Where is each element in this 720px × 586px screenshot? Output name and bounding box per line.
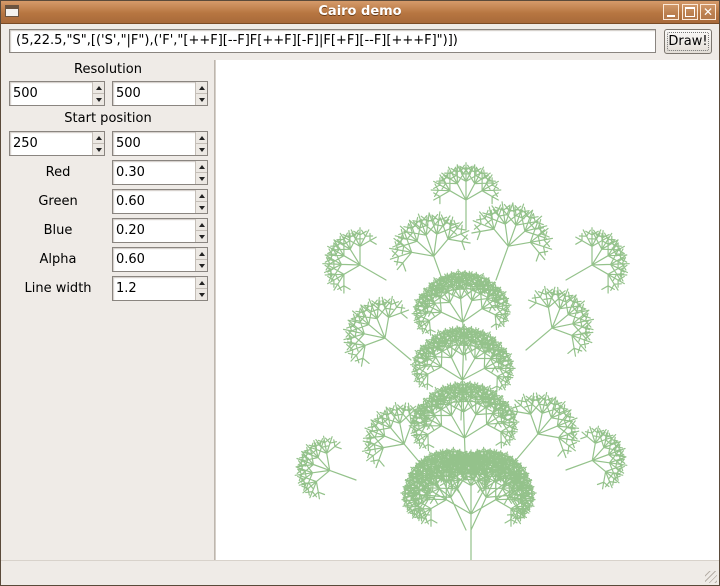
- resolution-width-spinbox[interactable]: 500: [9, 81, 105, 106]
- spin-down-button[interactable]: [196, 144, 207, 155]
- draw-button[interactable]: Draw!: [664, 29, 712, 54]
- arrow-down-icon: [198, 205, 205, 210]
- spin-up-button[interactable]: [93, 132, 104, 144]
- arrow-down-icon: [95, 147, 102, 152]
- arrow-up-icon: [198, 251, 205, 256]
- spin-buttons: [195, 277, 207, 300]
- spin-down-button[interactable]: [196, 289, 207, 300]
- maximize-icon: [685, 7, 695, 17]
- spin-up-button[interactable]: [196, 219, 207, 231]
- arrow-up-icon: [95, 135, 102, 140]
- arrow-up-icon: [95, 85, 102, 90]
- close-icon: ✕: [702, 5, 714, 19]
- spin-down-button[interactable]: [196, 260, 207, 271]
- spin-up-button[interactable]: [196, 82, 207, 94]
- spin-down-button[interactable]: [93, 94, 104, 105]
- alpha-spinbox[interactable]: 0.60: [112, 247, 208, 272]
- line-width-spinbox[interactable]: 1.2: [112, 276, 208, 301]
- blue-value: 0.20: [116, 223, 145, 238]
- splitter-handle[interactable]: [214, 60, 216, 560]
- spin-down-button[interactable]: [93, 144, 104, 155]
- start-position-label: Start position: [64, 111, 152, 126]
- arrow-up-icon: [198, 280, 205, 285]
- spin-buttons: [195, 161, 207, 184]
- start-y-value: 500: [116, 136, 141, 151]
- resolution-height-value: 500: [116, 86, 141, 101]
- drawing-canvas: [216, 60, 719, 560]
- arrow-down-icon: [198, 97, 205, 102]
- start-x-value: 250: [13, 136, 38, 151]
- minimize-icon: [667, 14, 675, 17]
- spin-buttons: [195, 190, 207, 213]
- alpha-value: 0.60: [116, 252, 145, 267]
- spin-buttons: [195, 82, 207, 105]
- resolution-height-spinbox[interactable]: 500: [112, 81, 208, 106]
- blue-spinbox[interactable]: 0.20: [112, 218, 208, 243]
- spin-up-button[interactable]: [93, 82, 104, 94]
- arrow-down-icon: [198, 263, 205, 268]
- arrow-down-icon: [198, 234, 205, 239]
- title-bar[interactable]: Cairo demo ✕: [1, 1, 719, 24]
- arrow-up-icon: [198, 85, 205, 90]
- spin-down-button[interactable]: [196, 202, 207, 213]
- lsystem-plant-drawing: [294, 162, 630, 560]
- start-y-spinbox[interactable]: 500: [112, 131, 208, 156]
- green-spinbox[interactable]: 0.60: [112, 189, 208, 214]
- spin-down-button[interactable]: [196, 173, 207, 184]
- window-menu-icon[interactable]: [5, 5, 19, 17]
- maximize-button[interactable]: [682, 4, 698, 20]
- blue-label: Blue: [43, 223, 73, 238]
- resize-grip-icon[interactable]: [705, 571, 717, 583]
- spin-down-button[interactable]: [196, 94, 207, 105]
- red-label: Red: [45, 165, 71, 180]
- line-width-value: 1.2: [116, 281, 137, 296]
- spin-up-button[interactable]: [196, 132, 207, 144]
- arrow-down-icon: [198, 292, 205, 297]
- line-width-label: Line width: [24, 281, 92, 296]
- start-x-spinbox[interactable]: 250: [9, 131, 105, 156]
- green-value: 0.60: [116, 194, 145, 209]
- spin-up-button[interactable]: [196, 161, 207, 173]
- red-spinbox[interactable]: 0.30: [112, 160, 208, 185]
- arrow-up-icon: [198, 222, 205, 227]
- spin-up-button[interactable]: [196, 277, 207, 289]
- minimize-button[interactable]: [663, 4, 679, 20]
- red-value: 0.30: [116, 165, 145, 180]
- spin-buttons: [195, 248, 207, 271]
- resolution-width-value: 500: [13, 86, 38, 101]
- plant-branches: [294, 162, 630, 560]
- close-button[interactable]: ✕: [700, 4, 716, 20]
- spin-down-button[interactable]: [196, 231, 207, 242]
- lsystem-command-input[interactable]: (5,22.5,"S",[('S',"|F"),('F',"[++F][--F]…: [9, 29, 656, 53]
- arrow-down-icon: [95, 97, 102, 102]
- settings-panel: Resolution 500 500 Start position 250 50: [2, 60, 214, 560]
- arrow-down-icon: [198, 147, 205, 152]
- spin-buttons: [195, 219, 207, 242]
- spin-buttons: [92, 132, 104, 155]
- alpha-label: Alpha: [39, 252, 77, 267]
- status-bar: [1, 560, 719, 585]
- green-label: Green: [38, 194, 78, 209]
- spin-buttons: [92, 82, 104, 105]
- window-title: Cairo demo: [318, 4, 402, 19]
- spin-buttons: [195, 132, 207, 155]
- arrow-up-icon: [198, 164, 205, 169]
- arrow-down-icon: [198, 176, 205, 181]
- spin-up-button[interactable]: [196, 190, 207, 202]
- spin-up-button[interactable]: [196, 248, 207, 260]
- arrow-up-icon: [198, 193, 205, 198]
- resolution-label: Resolution: [74, 62, 142, 77]
- arrow-up-icon: [198, 135, 205, 140]
